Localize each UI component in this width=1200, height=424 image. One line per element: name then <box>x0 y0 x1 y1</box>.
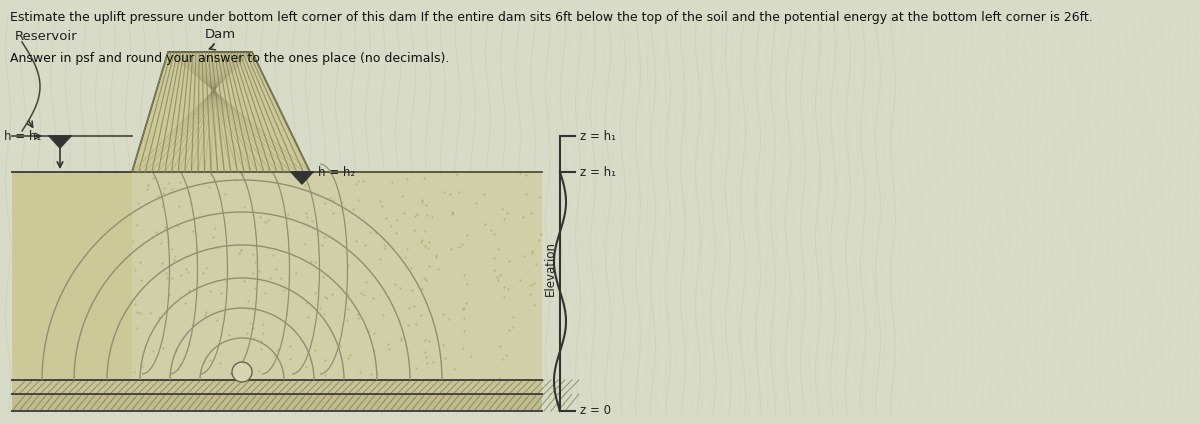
Text: Reservoir: Reservoir <box>14 30 78 42</box>
Text: h = h₂: h = h₂ <box>318 165 355 179</box>
Bar <box>12 380 542 394</box>
Text: Dam: Dam <box>205 28 236 41</box>
Bar <box>12 172 132 380</box>
Text: z = h₁: z = h₁ <box>580 165 616 179</box>
Text: z = h₁: z = h₁ <box>580 129 616 142</box>
Text: Elevation: Elevation <box>544 242 557 296</box>
Polygon shape <box>292 172 313 184</box>
Text: h = h₁: h = h₁ <box>4 129 41 142</box>
Text: Answer in psf and round your answer to the ones place (no decimals).: Answer in psf and round your answer to t… <box>10 52 449 65</box>
Polygon shape <box>132 52 310 172</box>
Text: Estimate the uplift pressure under bottom left corner of this dam If the entire : Estimate the uplift pressure under botto… <box>10 11 1092 24</box>
Text: z = 0: z = 0 <box>580 404 611 418</box>
Circle shape <box>232 362 252 382</box>
Bar <box>12 172 542 380</box>
Bar <box>12 394 542 411</box>
Polygon shape <box>49 136 71 148</box>
